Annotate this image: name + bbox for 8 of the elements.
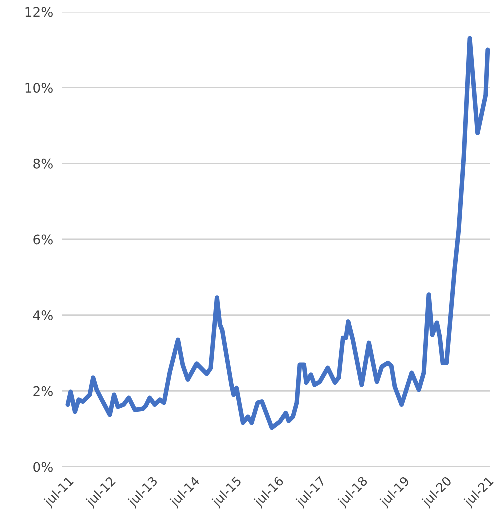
y-tick-label: 0% — [34, 462, 53, 472]
y-tick-label: 6% — [34, 234, 53, 245]
line-series — [66, 36, 490, 430]
y-tick-label: 2% — [34, 386, 53, 396]
y-tick-label: 4% — [33, 310, 53, 321]
y-tick-label: 8% — [34, 158, 53, 169]
y-tick-label: 10% — [26, 83, 53, 94]
y-tick-label: 12% — [26, 7, 53, 18]
